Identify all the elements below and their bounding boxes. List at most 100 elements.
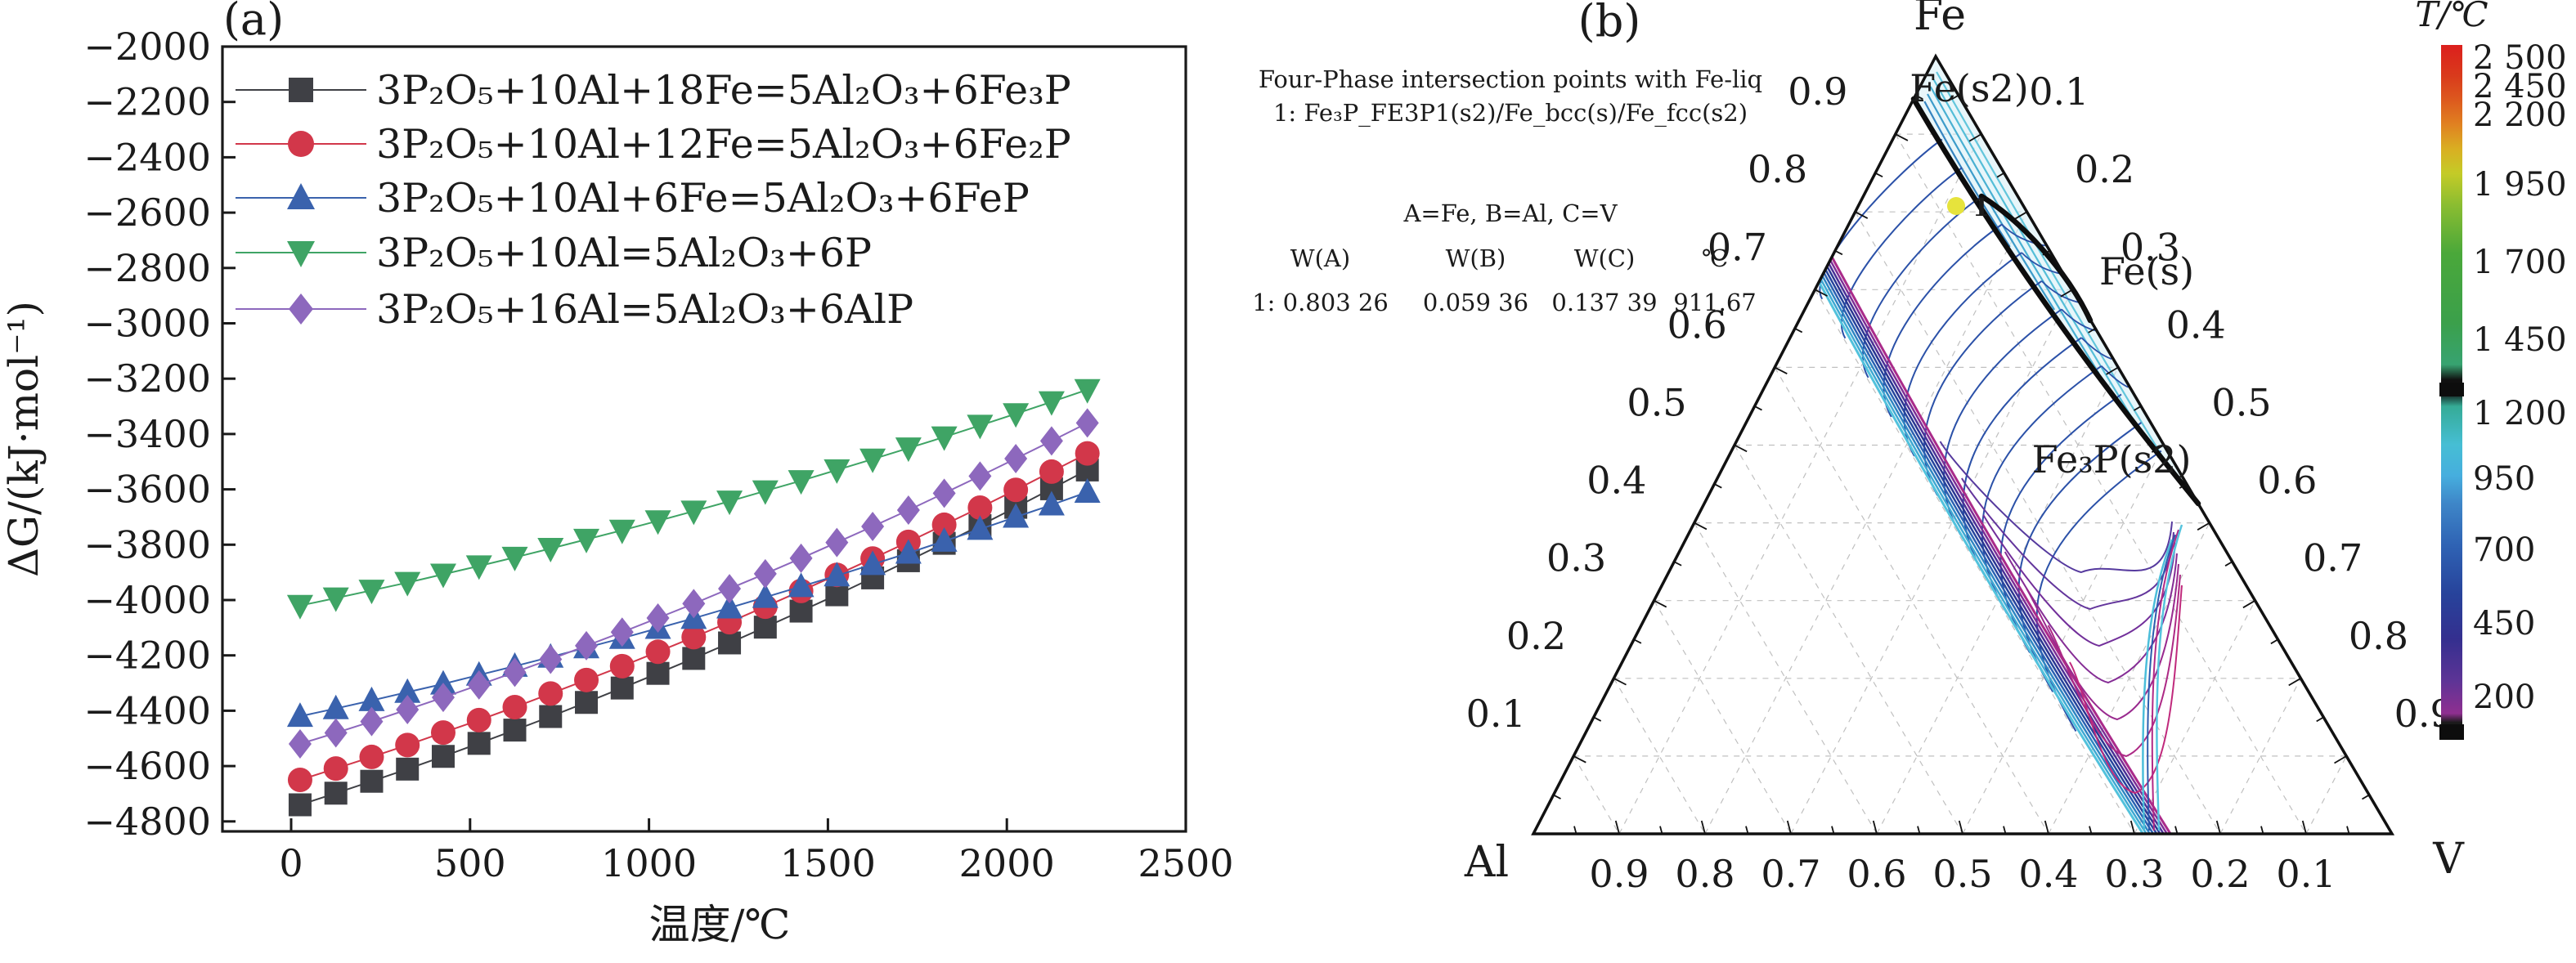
marker-diamond [610, 617, 634, 647]
marker-triangle-down [394, 571, 421, 597]
marker-triangle-down [322, 587, 349, 612]
marker-triangle-down [895, 437, 922, 463]
legend-label: 3P₂O₅+10Al=5Al₂O₃+6P [376, 230, 872, 276]
marker-diamond [1039, 426, 1063, 456]
marker-triangle-up [322, 694, 349, 719]
marker-triangle-down [608, 519, 635, 544]
legend-item-3: 3P₂O₅+10Al=5Al₂O₃+6P [236, 230, 872, 276]
marker-triangle-down [501, 546, 528, 571]
marker-triangle-down [824, 459, 850, 484]
marker-triangle-up [716, 593, 743, 619]
contour-channel [2151, 529, 2179, 831]
y-tick-label: −2000 [83, 25, 211, 69]
marker-square [467, 732, 491, 755]
boundary-fe-s2 [1910, 96, 2201, 507]
marker-triangle-up [788, 572, 815, 598]
marker-diamond [932, 478, 956, 508]
contour-bundle [1821, 275, 2151, 834]
y-tick-label: −2400 [83, 135, 211, 179]
contour-bundle [1830, 256, 2172, 834]
legend-item-4: 3P₂O₅+16Al=5Al₂O₃+6AlP [236, 286, 913, 333]
legend-label: 3P₂O₅+10Al+6Fe=5Al₂O₃+6FeP [376, 175, 1030, 222]
legend: 3P₂O₅+10Al+18Fe=5Al₂O₃+6Fe₃P 3P₂O₅+10Al+1… [236, 67, 1071, 333]
phase-region-labels: Fe(s2) Fe(s) Fe₃P(s2) [1910, 66, 2194, 482]
x-axis-title: 温度/℃ [649, 901, 791, 948]
contour-hook [2069, 585, 2183, 795]
marker-triangle-up [358, 686, 385, 711]
colorbar-tick-label: 1 450 [2473, 321, 2567, 359]
contour-bundle [1820, 278, 2147, 834]
corner-label-al: Al [1464, 838, 1509, 887]
marker-circle [323, 756, 348, 782]
right-edge-label: 0.3 [2120, 225, 2180, 269]
marker-circle [574, 667, 599, 692]
contour-bundle [1826, 266, 2161, 834]
contour-sliver [1923, 101, 2011, 248]
right-edge-label: 0.4 [2166, 302, 2226, 347]
marker-diamond [825, 527, 849, 558]
colorbar-tick-label: 1 950 [2473, 166, 2567, 204]
marker-circle [288, 131, 314, 157]
series-line [299, 422, 1088, 745]
marker-diamond [718, 574, 742, 604]
contour-sliver [1932, 78, 2144, 437]
marker-circle [359, 744, 384, 769]
marker-circle [645, 639, 671, 665]
corner-label-v: V [2432, 835, 2465, 884]
bottom-edge-label: 0.9 [1589, 852, 1649, 896]
marker-diamond [896, 495, 920, 525]
marker-triangle-down [788, 470, 815, 495]
marker-diamond [503, 657, 527, 688]
y-tick-label: −3200 [83, 356, 211, 401]
corner-label-fe: Fe [1914, 0, 1966, 40]
label-fe-s2: Fe(s2) [1910, 66, 2028, 110]
legend-label: 3P₂O₅+10Al+18Fe=5Al₂O₃+6Fe₃P [376, 67, 1071, 114]
right-edge-label: 0.6 [2257, 459, 2317, 503]
y-tick-label: −2800 [83, 246, 211, 290]
marker-triangle-up [859, 550, 886, 576]
right-edge-label: 0.8 [2349, 614, 2408, 658]
gibbs-energy-chart: −2000 −2200 −2400 −2600 −2800 −3000 −3200 −3400… [0, 0, 1234, 948]
marker-triangle-down [537, 538, 564, 563]
y-tick-label: −3400 [83, 412, 211, 456]
marker-triangle-down [465, 555, 492, 580]
y-axis-title: ΔG/(kJ·mol⁻¹) [0, 301, 47, 577]
left-edge-label: 0.2 [1506, 614, 1566, 658]
bottom-edge-label: 0.7 [1761, 852, 1820, 896]
right-edge-label: 0.1 [2029, 69, 2089, 114]
y-tick-label: −2600 [83, 190, 211, 235]
bottom-edge-label: 0.5 [1932, 852, 1992, 896]
x-tick-label: 2000 [959, 841, 1055, 885]
marker-triangle-down [287, 241, 315, 267]
marker-triangle-down [644, 510, 671, 535]
marker-triangle-up [286, 702, 313, 728]
right-edge-label: 0.7 [2303, 536, 2363, 580]
ternary-frame [1531, 53, 2395, 835]
y-tick-label: −4800 [83, 800, 211, 844]
marker-diamond [682, 589, 706, 619]
x-tick-label: 1500 [780, 841, 876, 885]
marker-triangle-down [859, 448, 886, 473]
contour-hook [2026, 563, 2179, 721]
colorbar-title: T/℃ [2415, 0, 2488, 34]
contour-sliver [1936, 71, 2165, 459]
marker-triangle-down [1074, 378, 1101, 404]
marker-diamond [431, 683, 455, 713]
marker-diamond [1075, 408, 1099, 438]
marker-circle [1039, 459, 1064, 484]
marker-square [682, 647, 706, 670]
x-tick-label: 2500 [1138, 841, 1233, 885]
four-phase-point: 1 [1947, 194, 1990, 222]
right-edge-label: 0.2 [2075, 147, 2134, 191]
legend-label: 3P₂O₅+16Al=5Al₂O₃+6AlP [376, 286, 913, 333]
marker-diamond [753, 558, 777, 589]
left-edge-label: 0.3 [1546, 536, 1606, 580]
y-tick-label: −3000 [83, 302, 211, 346]
label-fe3p-s2: Fe₃P(s2) [2032, 437, 2192, 482]
contour-fan [1840, 167, 1963, 339]
marker-square [289, 78, 313, 102]
marker-square [646, 661, 670, 685]
marker-triangle-up [1003, 503, 1030, 528]
marker-diamond [289, 293, 313, 325]
contour-bundle [1817, 281, 2144, 834]
